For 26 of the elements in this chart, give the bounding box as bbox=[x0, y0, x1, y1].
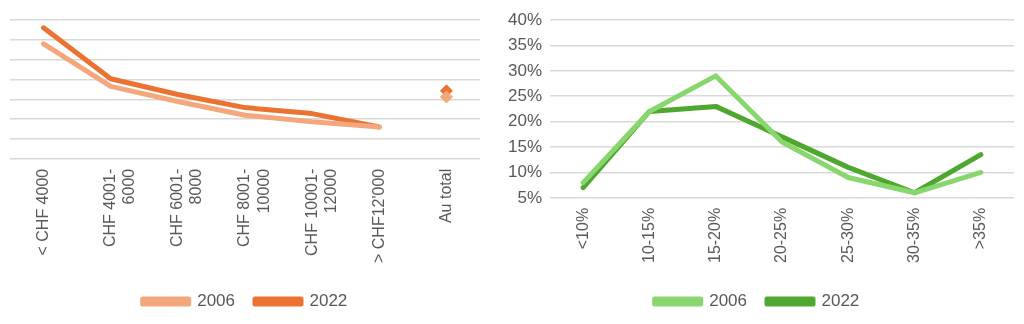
x-tick-label: CHF 8001-10000 bbox=[235, 168, 272, 248]
x-tick-label: Au total bbox=[436, 168, 454, 224]
y-tick-label: 15% bbox=[507, 136, 543, 156]
legend-label: 2022 bbox=[821, 291, 860, 311]
x-tick-label: 25-30% bbox=[838, 207, 856, 264]
x-tick-label: CHF 4001-6000 bbox=[101, 168, 138, 248]
x-tick-label: 15-20% bbox=[706, 207, 724, 264]
y-tick-label: 5% bbox=[517, 187, 543, 207]
x-tick-label: > CHF12'000 bbox=[369, 168, 387, 263]
legend-label: 2022 bbox=[309, 291, 348, 311]
x-tick-label: CHF 6001-8000 bbox=[168, 168, 205, 248]
x-tick-label: 20-25% bbox=[772, 207, 790, 264]
x-tick-label: <10% bbox=[573, 207, 591, 250]
x-tick-label: 30-35% bbox=[904, 207, 922, 264]
legend-label: 2006 bbox=[197, 291, 236, 311]
x-tick-label: CHF 10001-12000 bbox=[302, 168, 339, 256]
y-tick-label: 10% bbox=[507, 162, 543, 182]
x-tick-label: 10-15% bbox=[639, 207, 657, 264]
x-tick-label: < CHF 4000 bbox=[33, 168, 51, 256]
y-tick-label: 40% bbox=[507, 9, 543, 29]
legend-label: 2006 bbox=[709, 291, 748, 311]
y-tick-label: 30% bbox=[507, 60, 543, 80]
y-tick-label: 35% bbox=[507, 35, 543, 55]
y-tick-label: 25% bbox=[507, 85, 543, 105]
x-tick-label: >35% bbox=[971, 207, 989, 250]
y-tick-label: 20% bbox=[507, 111, 543, 131]
